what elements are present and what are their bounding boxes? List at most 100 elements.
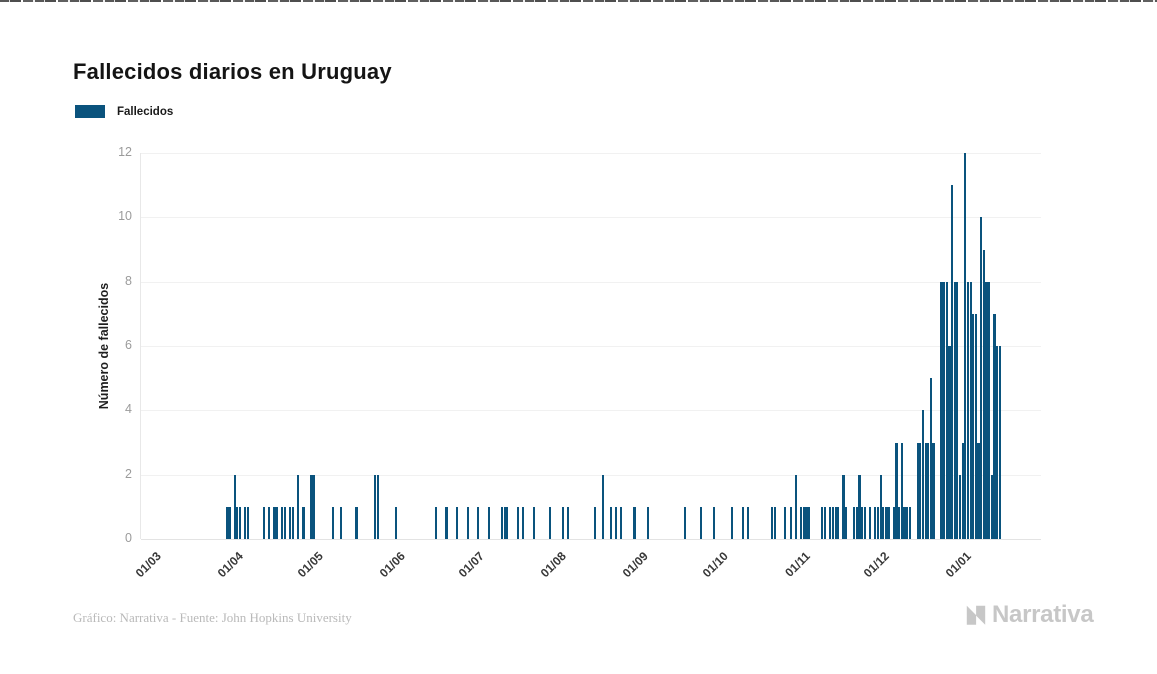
bar[interactable] <box>802 506 805 539</box>
bar[interactable] <box>262 506 265 539</box>
bar[interactable] <box>921 410 925 539</box>
bar[interactable] <box>932 442 935 539</box>
bar[interactable] <box>609 506 612 539</box>
bar[interactable] <box>927 442 930 539</box>
bar[interactable] <box>601 474 604 539</box>
bar[interactable] <box>855 506 858 539</box>
bar[interactable] <box>302 506 305 539</box>
bar[interactable] <box>845 506 848 539</box>
bar[interactable] <box>373 474 377 539</box>
bar[interactable] <box>958 474 962 539</box>
bar[interactable] <box>789 506 792 539</box>
bar[interactable] <box>731 506 734 539</box>
bar[interactable] <box>633 506 636 539</box>
bar[interactable] <box>593 506 596 539</box>
bar[interactable] <box>829 506 832 539</box>
bar[interactable] <box>516 506 520 539</box>
bar[interactable] <box>977 442 980 539</box>
bar[interactable] <box>895 442 898 539</box>
bar[interactable] <box>331 506 334 539</box>
bar[interactable] <box>784 506 787 539</box>
bar[interactable] <box>283 506 287 539</box>
bar[interactable] <box>964 153 967 539</box>
bar[interactable] <box>961 442 964 539</box>
bar[interactable] <box>548 506 551 539</box>
bar[interactable] <box>771 506 774 539</box>
bar[interactable] <box>281 506 284 539</box>
bar[interactable] <box>712 506 715 539</box>
bar[interactable] <box>903 506 906 539</box>
bar[interactable] <box>532 506 535 539</box>
bar[interactable] <box>503 506 506 539</box>
bar[interactable] <box>794 474 797 539</box>
bar[interactable] <box>831 506 835 539</box>
bar[interactable] <box>924 442 927 539</box>
bar[interactable] <box>876 506 880 539</box>
bar[interactable] <box>699 506 702 539</box>
bar[interactable] <box>567 506 570 539</box>
bar[interactable] <box>445 506 448 539</box>
bar[interactable] <box>297 474 300 539</box>
bar[interactable] <box>268 506 271 539</box>
bar[interactable] <box>972 313 975 539</box>
bar[interactable] <box>434 506 437 539</box>
bar[interactable] <box>982 249 985 539</box>
bar[interactable] <box>487 506 490 539</box>
bar[interactable] <box>884 506 887 539</box>
bar[interactable] <box>355 506 358 539</box>
bar[interactable] <box>805 506 808 539</box>
bar[interactable] <box>823 506 827 539</box>
bar[interactable] <box>887 506 890 539</box>
bar[interactable] <box>683 506 686 539</box>
bar[interactable] <box>506 506 509 539</box>
bar[interactable] <box>561 506 565 539</box>
legend[interactable]: Fallecidos <box>75 105 173 118</box>
bar[interactable] <box>974 313 977 539</box>
bar[interactable] <box>773 506 776 539</box>
bar[interactable] <box>747 506 750 539</box>
bar[interactable] <box>874 506 877 539</box>
bar[interactable] <box>842 474 845 539</box>
bar[interactable] <box>291 506 295 539</box>
bar[interactable] <box>395 506 398 539</box>
bar[interactable] <box>800 506 803 539</box>
bar[interactable] <box>906 506 909 539</box>
bar[interactable] <box>620 506 623 539</box>
bar[interactable] <box>858 474 861 539</box>
bar[interactable] <box>900 442 903 539</box>
bar[interactable] <box>741 506 745 539</box>
bar[interactable] <box>339 506 342 539</box>
bar[interactable] <box>940 281 943 539</box>
bar[interactable] <box>945 281 948 539</box>
bar[interactable] <box>948 346 951 539</box>
bar[interactable] <box>990 474 993 539</box>
bar[interactable] <box>929 378 932 539</box>
bar[interactable] <box>522 506 525 539</box>
bar[interactable] <box>233 474 236 539</box>
bar[interactable] <box>919 442 922 539</box>
bar[interactable] <box>988 281 991 539</box>
bar[interactable] <box>244 506 247 539</box>
bar[interactable] <box>996 346 999 539</box>
bar[interactable] <box>853 506 856 539</box>
bar[interactable] <box>916 442 919 539</box>
bar[interactable] <box>980 217 983 539</box>
bar[interactable] <box>289 506 292 539</box>
bar[interactable] <box>837 506 840 539</box>
bar[interactable] <box>998 346 1001 539</box>
bar[interactable] <box>956 281 959 539</box>
bar[interactable] <box>310 474 313 539</box>
bar[interactable] <box>236 506 239 539</box>
bar[interactable] <box>966 281 970 539</box>
bar[interactable] <box>246 506 250 539</box>
bar[interactable] <box>646 506 649 539</box>
bar[interactable] <box>466 506 469 539</box>
bar[interactable] <box>861 506 864 539</box>
bar[interactable] <box>276 506 279 539</box>
bar[interactable] <box>821 506 824 539</box>
bar[interactable] <box>501 506 504 539</box>
bar[interactable] <box>477 506 480 539</box>
bar[interactable] <box>228 506 231 539</box>
bar[interactable] <box>892 506 895 539</box>
bar[interactable] <box>225 506 228 539</box>
